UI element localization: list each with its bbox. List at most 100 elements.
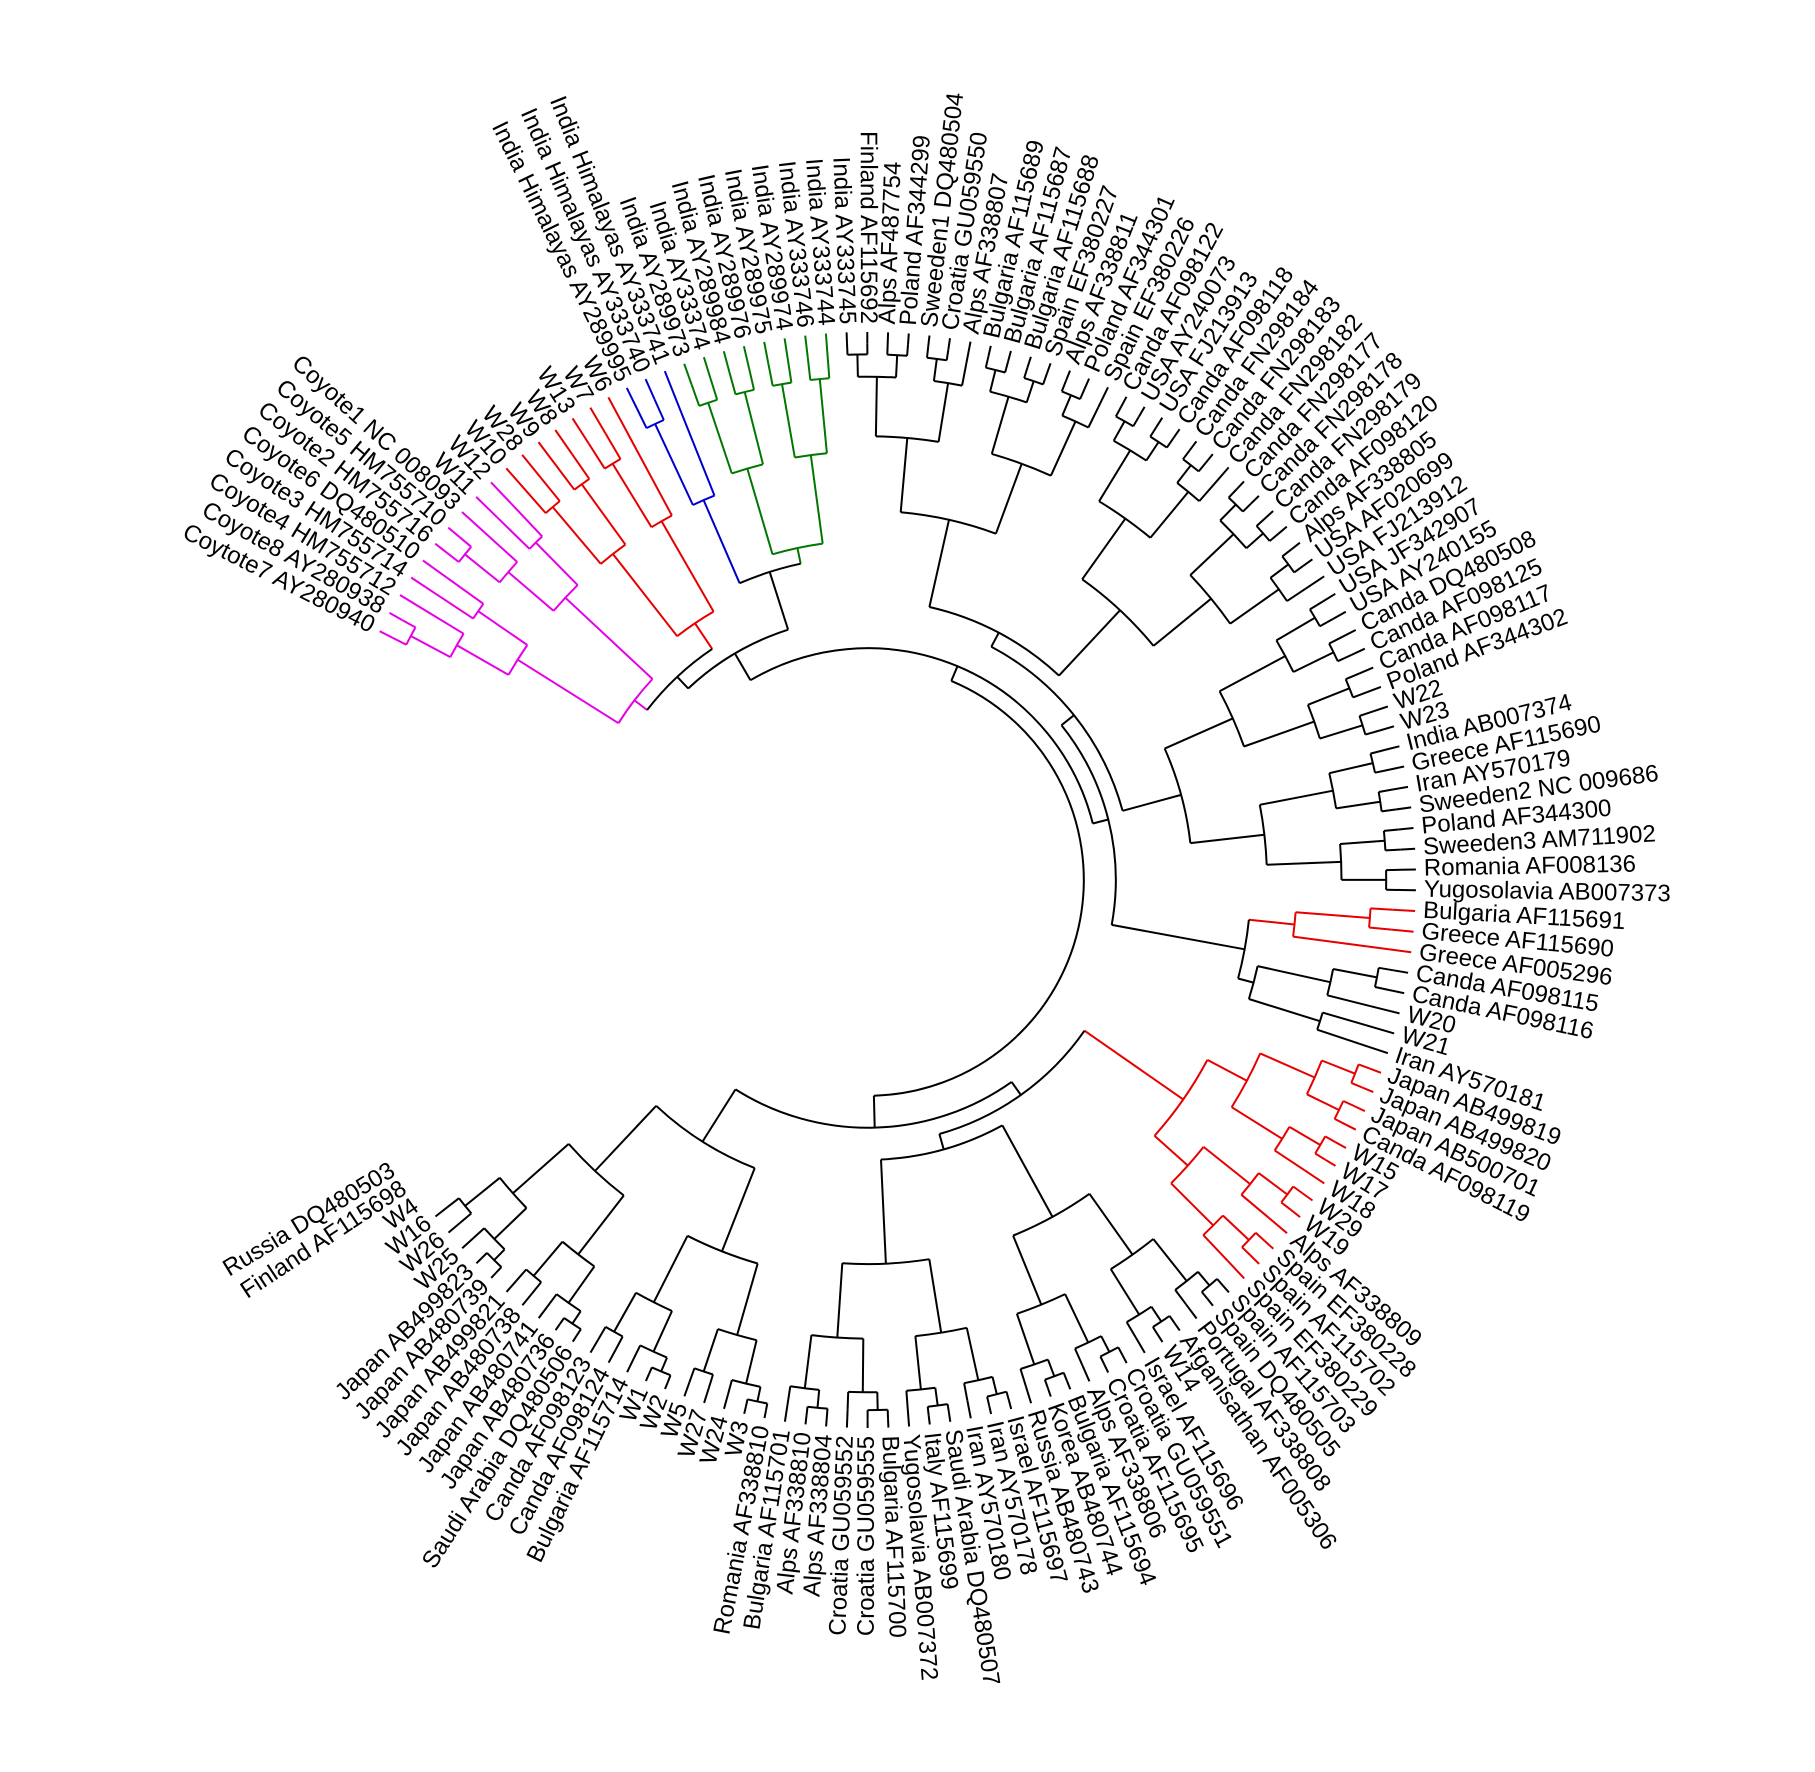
leaf-branch (1263, 1240, 1274, 1250)
internal-branch (1292, 1185, 1304, 1195)
leaf-branch (948, 1412, 952, 1422)
internal-branch (611, 463, 653, 528)
internal-branch (632, 1344, 642, 1360)
internal-branch (459, 1212, 472, 1224)
internal-branch (1189, 533, 1235, 576)
internal-branch (926, 1406, 930, 1416)
internal-branch (546, 1293, 558, 1307)
node-arc (561, 1240, 595, 1268)
internal-branch (1190, 833, 1265, 845)
leaf-branch (644, 378, 656, 401)
leaf-branch (1222, 1285, 1230, 1294)
internal-branch (1340, 839, 1385, 845)
leaf-branch (1290, 1208, 1301, 1218)
internal-branch (1374, 986, 1390, 992)
leaf-branch (703, 1388, 710, 1404)
leaf-branch (1369, 1067, 1382, 1074)
internal-branch (728, 372, 737, 395)
internal-branch (532, 1241, 564, 1277)
leaf-branch (1344, 1123, 1357, 1131)
internal-branch (787, 360, 793, 383)
leaf-branch (1361, 1086, 1374, 1094)
node-arc (1333, 1100, 1345, 1120)
node-arc (1326, 968, 1335, 996)
leaf-branch (763, 341, 770, 365)
internal-branch (1259, 1052, 1316, 1079)
node-arc (1115, 415, 1134, 428)
internal-branch (928, 1259, 943, 1333)
internal-branch (1350, 1081, 1363, 1089)
node-arc (1382, 830, 1387, 851)
leaf-label: Croatia GU059555 (853, 1436, 880, 1636)
leaf-branch (1398, 827, 1414, 831)
leaf-branch (490, 481, 513, 505)
internal-branch (551, 506, 602, 565)
internal-branch (745, 1339, 758, 1384)
internal-branch (1309, 600, 1324, 611)
internal-branch (861, 1338, 865, 1393)
internal-branch (926, 346, 930, 358)
internal-branch (1358, 1063, 1371, 1070)
backbone-branch (938, 1133, 945, 1150)
node-arc (807, 1405, 828, 1410)
internal-branch (1378, 788, 1394, 793)
internal-branch (1060, 380, 1067, 392)
internal-branch (764, 1403, 769, 1411)
leaf-branch (763, 1410, 767, 1419)
node-arc (1281, 555, 1296, 573)
internal-branch (1005, 1391, 1010, 1401)
internal-branch (435, 593, 474, 620)
internal-branch (517, 658, 620, 725)
node-arc (1230, 1052, 1262, 1108)
internal-branch (1058, 609, 1121, 677)
leaf-label: Finland AF115692 (855, 131, 882, 324)
internal-branch (594, 1105, 657, 1172)
leaf-branch (1305, 575, 1325, 590)
leaf-branch (571, 1334, 578, 1343)
internal-branch (1378, 966, 1394, 972)
leaf-branch (1322, 592, 1336, 603)
internal-branch (899, 437, 909, 513)
leaf-branch (607, 1349, 617, 1364)
leaf-branch (389, 612, 403, 622)
internal-branch (1149, 426, 1158, 438)
internal-branch (654, 423, 694, 506)
internal-branch (1202, 1146, 1251, 1185)
internal-branch (937, 382, 950, 443)
leaf-branch (1172, 428, 1181, 439)
leaf-branch (1391, 928, 1414, 933)
internal-branch (1219, 503, 1237, 522)
internal-branch (1100, 1335, 1111, 1353)
backbone-branch (990, 632, 1000, 648)
internal-branch (480, 1252, 488, 1259)
internal-branch (1198, 483, 1215, 502)
internal-branch (961, 363, 968, 386)
internal-branch (1001, 1124, 1054, 1218)
leaf-branch (1026, 356, 1032, 368)
leaf-branch (987, 345, 992, 358)
internal-branch (1132, 416, 1140, 427)
internal-branch (1337, 654, 1352, 663)
internal-branch (1248, 998, 1321, 1023)
node-arc (1328, 772, 1338, 809)
internal-branch (963, 1383, 969, 1401)
internal-branch (540, 477, 561, 502)
leaf-branch (1083, 378, 1091, 390)
leaf-branch (490, 1271, 498, 1279)
internal-branch (1079, 388, 1086, 400)
leaf-branch (1359, 1042, 1389, 1055)
internal-branch (456, 644, 509, 676)
leaf-branch (1064, 370, 1071, 382)
node-arc (926, 356, 947, 362)
internal-branch (1197, 1271, 1211, 1287)
backbone-arc (873, 679, 1085, 1097)
backbone-branch (734, 652, 752, 681)
node-arc (651, 1366, 671, 1377)
internal-branch (647, 1366, 653, 1375)
internal-branch (1145, 441, 1160, 462)
internal-branch (1352, 691, 1368, 699)
leaf-branch (1290, 541, 1301, 551)
internal-branch (846, 343, 849, 355)
internal-branch (614, 1336, 624, 1351)
